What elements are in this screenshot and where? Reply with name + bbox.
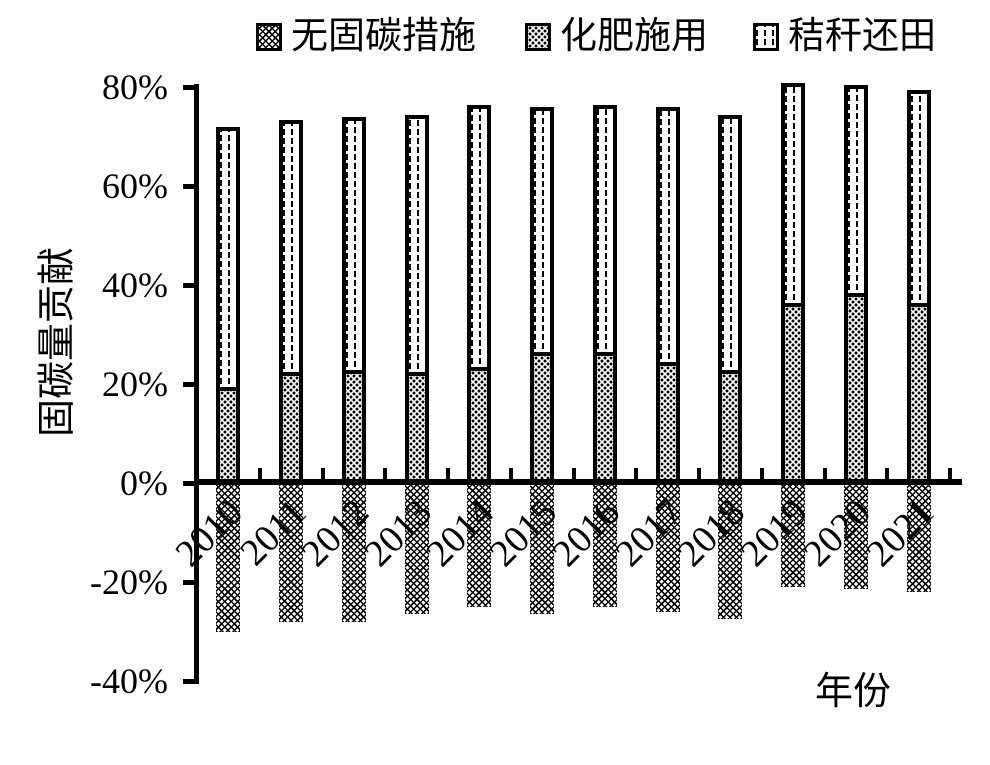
- y-tick-label: -20%: [90, 562, 168, 602]
- x-tick: [383, 468, 388, 484]
- bar-segment-dashes: [718, 114, 743, 374]
- bar-segment-crosshatch: [279, 485, 304, 622]
- bar-segment-crosshatch: [781, 485, 806, 587]
- y-tick-label: -40%: [90, 661, 168, 701]
- bar-segment-dashes: [906, 89, 931, 307]
- bar-segment-dots: [592, 352, 617, 485]
- legend-label: 无固碳措施: [291, 16, 476, 57]
- bar-segment-dashes: [404, 114, 429, 377]
- y-tick: [183, 381, 197, 387]
- bar-segment-dashes: [279, 119, 304, 377]
- bar-segment-crosshatch: [404, 485, 429, 615]
- y-tick: [183, 183, 197, 189]
- bar-segment-dashes: [467, 104, 492, 372]
- y-tick: [183, 579, 197, 585]
- bar-segment-dots: [279, 372, 304, 485]
- bar-segment-dots: [216, 386, 241, 485]
- bar-segment-dots: [404, 372, 429, 485]
- y-tick-label: 40%: [102, 265, 168, 305]
- y-tick-label: 80%: [102, 67, 168, 107]
- bar-segment-dots: [530, 352, 555, 485]
- y-tick: [183, 84, 197, 90]
- crosshatch-swatch-icon: [256, 23, 282, 51]
- bar-segment-crosshatch: [655, 485, 680, 612]
- bar-segment-crosshatch: [341, 485, 366, 622]
- x-tick: [697, 468, 701, 484]
- bar-segment-crosshatch: [592, 485, 617, 607]
- bar-segment-dots: [341, 369, 366, 485]
- bar-segment-dashes: [843, 85, 868, 297]
- x-tick: [446, 468, 450, 484]
- x-tick: [508, 468, 513, 484]
- dashes-swatch-icon: [753, 23, 779, 51]
- x-tick: [759, 468, 764, 484]
- bar-segment-dots: [843, 292, 868, 485]
- legend-item-no-measure: 无固碳措施: [256, 16, 476, 57]
- bar-segment-crosshatch: [530, 485, 555, 615]
- bar-segment-crosshatch: [467, 485, 492, 607]
- legend-item-fertilizer: 化肥施用: [525, 16, 708, 57]
- bar-segment-crosshatch: [843, 485, 868, 590]
- y-tick-label: 0%: [120, 463, 168, 503]
- x-tick: [571, 468, 576, 484]
- y-tick-label: 20%: [102, 364, 168, 404]
- x-tick: [320, 468, 325, 484]
- x-tick: [257, 468, 262, 484]
- x-tick: [948, 468, 952, 484]
- x-tick: [822, 468, 827, 484]
- bar-segment-dots: [718, 369, 743, 485]
- y-tick: [183, 678, 197, 684]
- y-tick: [183, 480, 197, 486]
- bar-segment-dashes: [216, 127, 241, 391]
- legend-label: 化肥施用: [560, 16, 708, 57]
- bar-segment-dots: [781, 302, 806, 485]
- x-tick: [885, 468, 890, 484]
- bar-segment-dashes: [530, 107, 555, 357]
- bar-segment-dashes: [655, 107, 680, 367]
- x-tick: [195, 468, 199, 484]
- bar-segment-crosshatch: [216, 485, 241, 632]
- bar-segment-dashes: [592, 104, 617, 357]
- y-tick-label: 60%: [102, 166, 168, 206]
- x-axis-title: 年份: [815, 671, 892, 713]
- legend-item-straw: 秸秆还田: [753, 16, 936, 57]
- legend-label: 秸秆还田: [788, 16, 936, 57]
- x-axis-line: [194, 479, 962, 485]
- bar-segment-dots: [467, 367, 492, 485]
- bar-segment-crosshatch: [906, 485, 931, 592]
- bar-segment-crosshatch: [718, 485, 743, 620]
- dots-swatch-icon: [525, 23, 551, 51]
- y-tick: [183, 282, 197, 288]
- x-tick: [634, 468, 639, 484]
- bar-segment-dashes: [341, 117, 366, 374]
- bar-segment-dots: [655, 362, 680, 485]
- bar-segment-dots: [906, 302, 931, 485]
- bar-segment-dashes: [781, 82, 806, 307]
